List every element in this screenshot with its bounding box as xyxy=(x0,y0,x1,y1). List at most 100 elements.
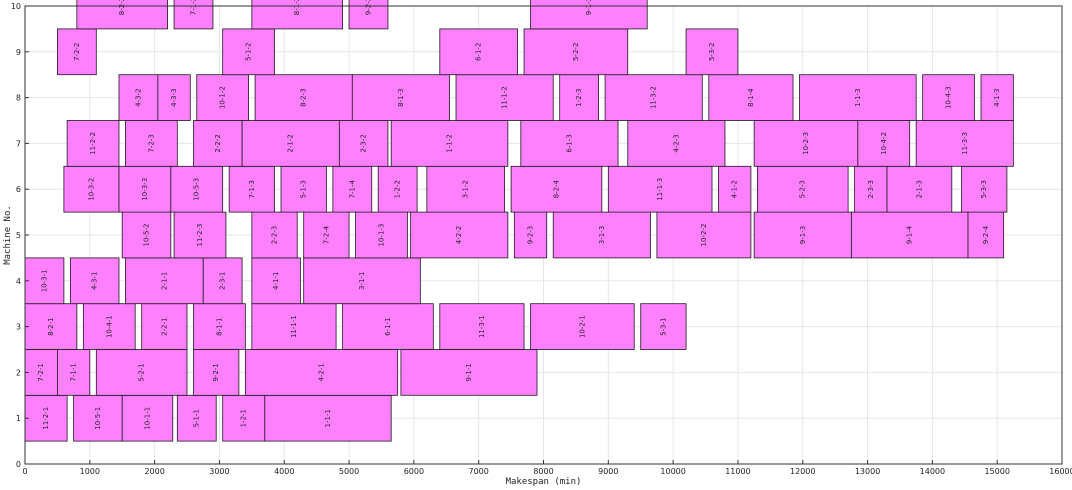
operation-rect xyxy=(118,74,159,121)
operation-label: 4-2-2 xyxy=(455,226,463,244)
operation-bar: 8-1-1 xyxy=(193,303,246,350)
operation-rect xyxy=(530,0,648,30)
operation-bar: 9-2-1 xyxy=(193,349,240,396)
operation-bar: 10-4-2 xyxy=(857,120,911,167)
operation-bar: 4-3-1 xyxy=(69,257,120,305)
operation-bar: 10-4-3 xyxy=(922,74,975,121)
operation-bar: 5-1-2 xyxy=(222,28,275,76)
operation-label: 5-1-2 xyxy=(245,43,253,61)
operation-bar: 11-2-3 xyxy=(173,211,227,259)
axes: 0 1000 2000 3000 4000 5000 6000 7000 8000 9000 100… xyxy=(11,2,1072,476)
operation-bar: 7-1-1 xyxy=(57,349,91,396)
operation-bar: 10-3-1 xyxy=(24,257,65,305)
operation-rect xyxy=(552,211,651,259)
operation-label: 9-2-4 xyxy=(982,225,990,244)
operation-bar: 11-2-2 xyxy=(66,120,120,167)
x-tick-label: 12000 xyxy=(790,467,815,476)
y-tick-label: 6 xyxy=(16,185,21,194)
operation-bar: 11-3-2 xyxy=(604,74,703,121)
operation-label: 4-1-3 xyxy=(993,88,1001,106)
operation-rect xyxy=(799,74,917,121)
operation-bar: 10-1-1 xyxy=(121,394,174,442)
x-tick-label: 4000 xyxy=(274,467,294,476)
operation-label: 11-3-2 xyxy=(650,86,658,109)
operation-bar: 5-3-1 xyxy=(640,303,687,350)
operation-rect xyxy=(857,120,911,167)
operation-rect xyxy=(915,120,1014,167)
operation-bar: 7-2-4 xyxy=(303,211,350,259)
operation-rect xyxy=(125,120,178,167)
operation-label: 8-1-1 xyxy=(215,317,223,335)
operation-bar: 11-1-1 xyxy=(251,303,337,350)
operation-label: 5-3-1 xyxy=(659,317,667,335)
operation-bar: 4-1-1 xyxy=(251,257,301,305)
operation-label: 2-1-1 xyxy=(160,272,168,290)
operation-label: 6-1-1 xyxy=(384,317,392,335)
operation-bar: 1-2-1 xyxy=(222,394,266,442)
operation-bar: 9-2-3 xyxy=(513,211,548,259)
operation-label: 10-2-3 xyxy=(802,132,810,155)
operation-rect xyxy=(24,257,65,305)
operation-label: 7-1-2 xyxy=(190,0,198,15)
operation-label: 11-3-1 xyxy=(478,315,486,338)
operation-rect xyxy=(173,0,214,30)
operation-label: 6-1-2 xyxy=(475,43,483,61)
operation-rect xyxy=(95,349,188,396)
operation-rect xyxy=(222,394,266,442)
operation-label: 9-1-3 xyxy=(799,226,807,244)
operation-label: 8-2-4 xyxy=(552,179,560,198)
operation-rect xyxy=(510,165,603,213)
operation-bar: 10-1-2 xyxy=(196,74,250,121)
operation-bar: 8-1-2 xyxy=(251,0,343,30)
operation-bar: 10-3-2 xyxy=(63,165,120,213)
operation-rect xyxy=(753,211,852,259)
operation-label: 4-2-1 xyxy=(318,363,326,381)
operation-label: 11-3-3 xyxy=(961,132,969,155)
operation-label: 11-2-2 xyxy=(89,132,97,155)
operation-bar: 7-1-2 xyxy=(173,0,214,30)
operation-bar: 10-2-3 xyxy=(753,120,859,167)
y-tick-label: 8 xyxy=(16,94,21,103)
operation-label: 10-1-2 xyxy=(219,86,227,109)
operation-rect xyxy=(82,303,136,350)
y-tick-label: 0 xyxy=(16,460,21,469)
operation-bar: 6-1-3 xyxy=(520,120,619,167)
operation-bar: 11-1-2 xyxy=(455,74,554,121)
x-tick-label: 3000 xyxy=(209,467,229,476)
x-tick-label: 2000 xyxy=(144,467,164,476)
operation-label: 5-3-3 xyxy=(980,180,988,198)
operation-rect xyxy=(400,349,538,396)
operation-label: 4-3-3 xyxy=(170,88,178,106)
operation-rect xyxy=(251,211,298,259)
operation-bar: 5-2-1 xyxy=(95,349,188,396)
operation-label: 4-1-1 xyxy=(272,272,280,290)
y-tick-label: 1 xyxy=(16,414,21,423)
operation-label: 10-3-3 xyxy=(141,178,149,201)
operation-rect xyxy=(173,211,227,259)
operation-label: 5-2-1 xyxy=(138,363,146,381)
operation-label: 7-1-4 xyxy=(348,179,356,198)
y-tick-label: 7 xyxy=(16,139,21,148)
operation-label: 2-1-3 xyxy=(915,180,923,198)
operation-bar: 2-1-1 xyxy=(125,257,204,305)
operation-bar: 10-2-2 xyxy=(656,211,752,259)
operation-rect xyxy=(170,165,224,213)
operation-bar: 4-1-2 xyxy=(718,165,752,213)
operation-rect xyxy=(640,303,687,350)
operation-label: 7-2-4 xyxy=(322,225,330,244)
operation-rect xyxy=(121,394,174,442)
operation-rect xyxy=(57,349,91,396)
operation-rect xyxy=(254,74,353,121)
x-tick-label: 13000 xyxy=(855,467,880,476)
operation-bar: 8-2-4 xyxy=(510,165,603,213)
operation-rect xyxy=(708,74,794,121)
y-tick-label: 4 xyxy=(16,277,21,286)
operation-bar: 2-3-3 xyxy=(854,165,888,213)
operation-rect xyxy=(73,394,123,442)
operation-label: 10-1-1 xyxy=(143,407,151,430)
operation-bar: 3-1-2 xyxy=(426,165,506,213)
operation-rect xyxy=(303,257,421,305)
operation-bar: 1-2-3 xyxy=(559,74,599,121)
operation-bar: 4-3-2 xyxy=(118,74,159,121)
operation-bar: 4-2-3 xyxy=(627,120,726,167)
